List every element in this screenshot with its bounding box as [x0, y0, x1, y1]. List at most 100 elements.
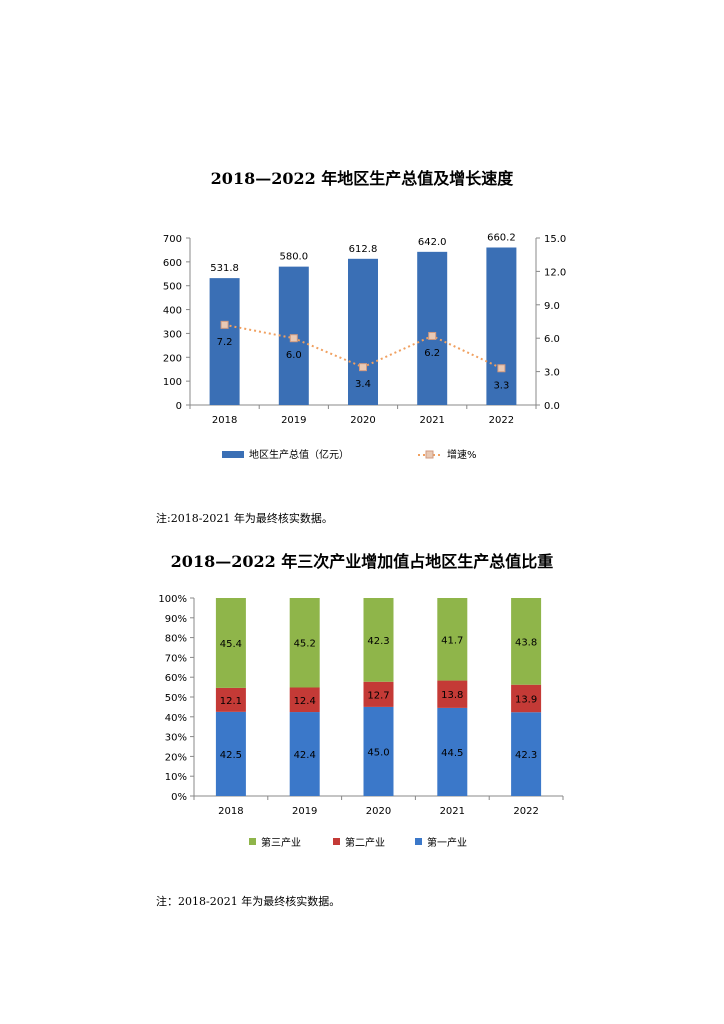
tertiary-segment: [289, 598, 320, 688]
growth-label: 7.2: [217, 337, 233, 348]
gdp-bar: [417, 251, 448, 405]
y-tick-label: 10%: [165, 772, 187, 783]
y-tick-label: 100%: [158, 594, 187, 605]
legend-gdp-label: 地区生产总值（亿元）: [249, 448, 349, 461]
primary-segment: [511, 712, 542, 796]
secondary-segment: [215, 687, 246, 712]
primary-segment-label: 42.3: [515, 750, 537, 761]
tertiary-segment: [511, 598, 542, 685]
secondary-segment-label: 13.9: [515, 694, 537, 705]
x-tick-label: 2022: [489, 415, 514, 426]
y-tick-label: 80%: [165, 634, 187, 645]
legend-swatch: [333, 838, 340, 845]
y-tick-label: 400: [163, 306, 182, 317]
y-tick-label: 200: [163, 353, 182, 364]
y2-tick-label: 12.0: [544, 267, 566, 278]
y-tick-label: 0%: [171, 792, 187, 803]
secondary-segment: [437, 680, 468, 708]
y-tick-label: 60%: [165, 673, 187, 684]
legend-label: 第一产业: [427, 836, 467, 849]
growth-label: 6.2: [424, 348, 440, 359]
gdp-bar-label: 580.0: [279, 252, 308, 263]
tertiary-segment-label: 45.2: [294, 639, 316, 650]
tertiary-segment-label: 43.8: [515, 637, 537, 648]
y-tick-label: 0: [176, 401, 182, 412]
y-tick-label: 100: [163, 377, 182, 388]
y-tick-label: 30%: [165, 733, 187, 744]
y-tick-label: 90%: [165, 614, 187, 625]
y-tick-label: 20%: [165, 752, 187, 763]
y2-tick-label: 0.0: [544, 401, 560, 412]
growth-label: 6.0: [286, 350, 302, 361]
chart1-title: 2018—2022 年地区生产总值及增长速度: [210, 169, 514, 188]
y2-tick-label: 15.0: [544, 234, 566, 245]
primary-segment: [363, 706, 394, 796]
gdp-bar: [348, 258, 378, 405]
industry-share-chart: 0% 10% 20% 30% 40% 50% 60% 70% 80% 90% 100% 42.5 12.…: [158, 594, 564, 849]
y-tick-label: 600: [163, 258, 182, 269]
x-tick-label: 2022: [513, 806, 538, 817]
y2-tick-label: 9.0: [544, 301, 560, 312]
y-tick-label: 700: [163, 234, 182, 245]
primary-segment: [437, 707, 468, 796]
x-tick-label: 2021: [419, 415, 444, 426]
growth-point: [289, 334, 298, 343]
y-tick-label: 40%: [165, 713, 187, 724]
growth-label: 3.4: [355, 379, 371, 390]
legend-label: 第二产业: [345, 836, 385, 849]
x-tick-label: 2018: [212, 415, 237, 426]
x-tick-label: 2020: [350, 415, 375, 426]
gdp-bar: [486, 247, 517, 405]
legend-gdp-swatch: [222, 451, 244, 458]
gdp-bar: [209, 278, 240, 405]
secondary-segment: [511, 684, 542, 713]
chart1-note: 注:2018-2021 年为最终核实数据。: [156, 512, 333, 525]
growth-point: [428, 331, 437, 340]
gdp-bar-label: 531.8: [210, 263, 239, 274]
tertiary-segment: [437, 598, 468, 681]
primary-segment-label: 44.5: [441, 748, 463, 759]
legend-growth-marker: [425, 450, 434, 459]
secondary-segment-label: 12.1: [220, 696, 242, 707]
y-tick-label: 50%: [165, 693, 187, 704]
x-tick-label: 2018: [218, 806, 243, 817]
tertiary-segment: [215, 598, 246, 688]
primary-segment-label: 42.5: [220, 750, 242, 761]
x-tick-label: 2019: [281, 415, 306, 426]
tertiary-segment-label: 41.7: [441, 635, 463, 646]
tertiary-segment-label: 42.3: [367, 636, 389, 647]
secondary-segment-label: 12.7: [367, 690, 389, 701]
secondary-segment: [289, 687, 320, 713]
secondary-segment-label: 13.8: [441, 690, 463, 701]
tertiary-segment-label: 45.4: [220, 639, 242, 650]
chart2-title: 2018—2022 年三次产业增加值占地区生产总值比重: [170, 552, 554, 571]
tertiary-segment: [363, 598, 394, 682]
x-tick-label: 2019: [292, 806, 317, 817]
y-tick-label: 70%: [165, 653, 187, 664]
primary-segment-label: 45.0: [367, 747, 389, 758]
secondary-segment-label: 12.4: [294, 696, 316, 707]
gdp-chart: 0 100 200 300 400 500 600 700 0.0 3.0 6.0 9.0 12.0 15…: [163, 232, 566, 461]
growth-point: [220, 320, 229, 329]
secondary-segment: [363, 681, 394, 707]
legend-label: 第三产业: [261, 836, 301, 849]
primary-segment: [215, 711, 246, 796]
x-tick-label: 2021: [440, 806, 465, 817]
gdp-bar-label: 642.0: [418, 237, 447, 248]
gdp-bar-label: 612.8: [349, 244, 378, 255]
y2-tick-label: 3.0: [544, 368, 560, 379]
legend-swatch: [415, 838, 422, 845]
y-tick-label: 300: [163, 329, 182, 340]
chart2-note: 注：2018-2021 年为最终核实数据。: [156, 895, 341, 908]
legend-swatch: [249, 838, 256, 845]
primary-segment-label: 42.4: [294, 750, 316, 761]
gdp-bar-label: 660.2: [487, 232, 516, 243]
y2-tick-label: 6.0: [544, 334, 560, 345]
y-tick-label: 500: [163, 282, 182, 293]
growth-point: [497, 364, 506, 373]
primary-segment: [289, 712, 320, 796]
growth-label: 3.3: [493, 380, 509, 391]
legend-growth-label: 增速%: [447, 448, 477, 461]
growth-point: [359, 363, 367, 372]
x-tick-label: 2020: [366, 806, 391, 817]
